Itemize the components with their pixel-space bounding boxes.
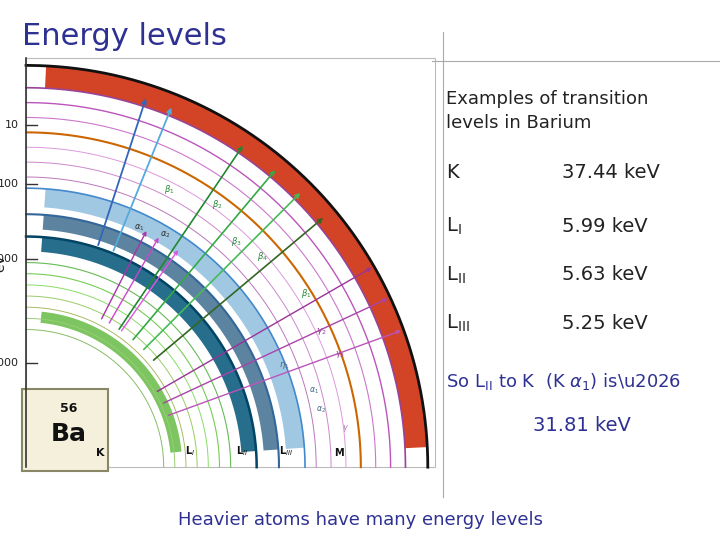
Text: $\gamma_2$: $\gamma_2$	[316, 326, 327, 338]
Text: 100: 100	[0, 179, 19, 190]
Text: K: K	[96, 448, 104, 458]
Text: L$_I$: L$_I$	[184, 444, 195, 458]
Text: $\beta_2$: $\beta_2$	[212, 198, 222, 211]
Text: Examples of transition
levels in Barium: Examples of transition levels in Barium	[446, 90, 649, 132]
Text: eV: eV	[0, 254, 7, 272]
Text: $\gamma_3$: $\gamma_3$	[335, 348, 345, 360]
Text: L$_\mathregular{I}$: L$_\mathregular{I}$	[446, 215, 462, 237]
Text: $\alpha_2$: $\alpha_2$	[160, 230, 171, 240]
Polygon shape	[44, 189, 305, 449]
Text: $\beta_1$: $\beta_1$	[163, 183, 174, 196]
Text: M: M	[333, 448, 343, 458]
Text: $\gamma$: $\gamma$	[342, 423, 349, 434]
Text: 5.25 keV: 5.25 keV	[562, 314, 647, 333]
Text: L$_{III}$: L$_{III}$	[279, 444, 294, 458]
Text: 10000: 10000	[0, 358, 19, 368]
Text: 10: 10	[4, 120, 19, 130]
Bar	[22, 389, 108, 471]
Text: $\alpha_1$: $\alpha_1$	[134, 222, 145, 233]
Text: Ba: Ba	[51, 422, 87, 446]
Polygon shape	[40, 312, 181, 453]
Text: K: K	[446, 163, 459, 183]
Text: 37.44 keV: 37.44 keV	[562, 163, 660, 183]
Text: L$_{II}$: L$_{II}$	[235, 444, 248, 458]
Text: $\eta_1$: $\eta_1$	[279, 360, 289, 371]
Text: $\alpha_1$: $\alpha_1$	[309, 386, 319, 396]
Polygon shape	[45, 66, 427, 448]
Text: 56: 56	[60, 402, 78, 415]
Text: 5.99 keV: 5.99 keV	[562, 217, 647, 236]
Text: $\beta_3$: $\beta_3$	[230, 235, 241, 248]
Text: L$_\mathregular{II}$: L$_\mathregular{II}$	[446, 264, 466, 286]
Polygon shape	[42, 215, 279, 450]
Text: Heavier atoms have many energy levels: Heavier atoms have many energy levels	[178, 511, 542, 529]
Text: 1000: 1000	[0, 254, 19, 264]
Text: $\beta_1$: $\beta_1$	[302, 287, 312, 300]
Polygon shape	[41, 237, 256, 452]
Text: 5.63 keV: 5.63 keV	[562, 265, 647, 285]
Text: $\alpha_2$: $\alpha_2$	[316, 404, 326, 415]
Text: $\beta_4$: $\beta_4$	[257, 250, 267, 263]
Text: L$_\mathregular{III}$: L$_\mathregular{III}$	[446, 313, 470, 334]
Text: Energy levels: Energy levels	[22, 22, 227, 51]
Text: 31.81 keV: 31.81 keV	[533, 416, 631, 435]
Text: So L$_\mathregular{II}$ to K  (K $\alpha_1$) is\u2026: So L$_\mathregular{II}$ to K (K $\alpha_…	[446, 372, 682, 392]
